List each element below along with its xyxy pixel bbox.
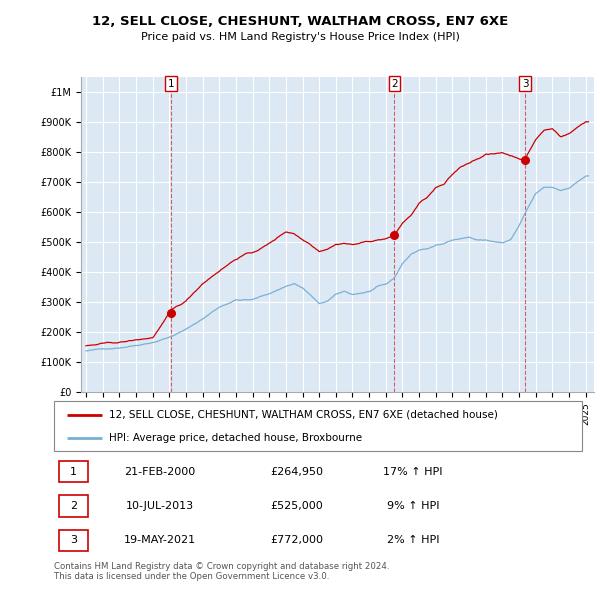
Text: HPI: Average price, detached house, Broxbourne: HPI: Average price, detached house, Brox… [109, 433, 362, 443]
FancyBboxPatch shape [59, 530, 88, 551]
Text: 19-MAY-2021: 19-MAY-2021 [124, 535, 196, 545]
Text: 2% ↑ HPI: 2% ↑ HPI [387, 535, 439, 545]
Text: 10-JUL-2013: 10-JUL-2013 [125, 501, 194, 511]
Text: £525,000: £525,000 [271, 501, 323, 511]
Text: 2: 2 [391, 78, 398, 88]
Text: 2: 2 [70, 501, 77, 511]
Text: Price paid vs. HM Land Registry's House Price Index (HPI): Price paid vs. HM Land Registry's House … [140, 32, 460, 42]
Text: 3: 3 [522, 78, 529, 88]
FancyBboxPatch shape [59, 495, 88, 517]
Text: 17% ↑ HPI: 17% ↑ HPI [383, 467, 443, 477]
Text: 12, SELL CLOSE, CHESHUNT, WALTHAM CROSS, EN7 6XE (detached house): 12, SELL CLOSE, CHESHUNT, WALTHAM CROSS,… [109, 409, 499, 419]
Text: Contains HM Land Registry data © Crown copyright and database right 2024.
This d: Contains HM Land Registry data © Crown c… [54, 562, 389, 581]
Text: 21-FEB-2000: 21-FEB-2000 [124, 467, 195, 477]
FancyBboxPatch shape [59, 461, 88, 482]
Text: £264,950: £264,950 [271, 467, 323, 477]
Text: £772,000: £772,000 [271, 535, 323, 545]
Text: 12, SELL CLOSE, CHESHUNT, WALTHAM CROSS, EN7 6XE: 12, SELL CLOSE, CHESHUNT, WALTHAM CROSS,… [92, 15, 508, 28]
Text: 1: 1 [70, 467, 77, 477]
Text: 1: 1 [168, 78, 175, 88]
FancyBboxPatch shape [54, 401, 582, 451]
Text: 9% ↑ HPI: 9% ↑ HPI [387, 501, 439, 511]
Text: 3: 3 [70, 535, 77, 545]
